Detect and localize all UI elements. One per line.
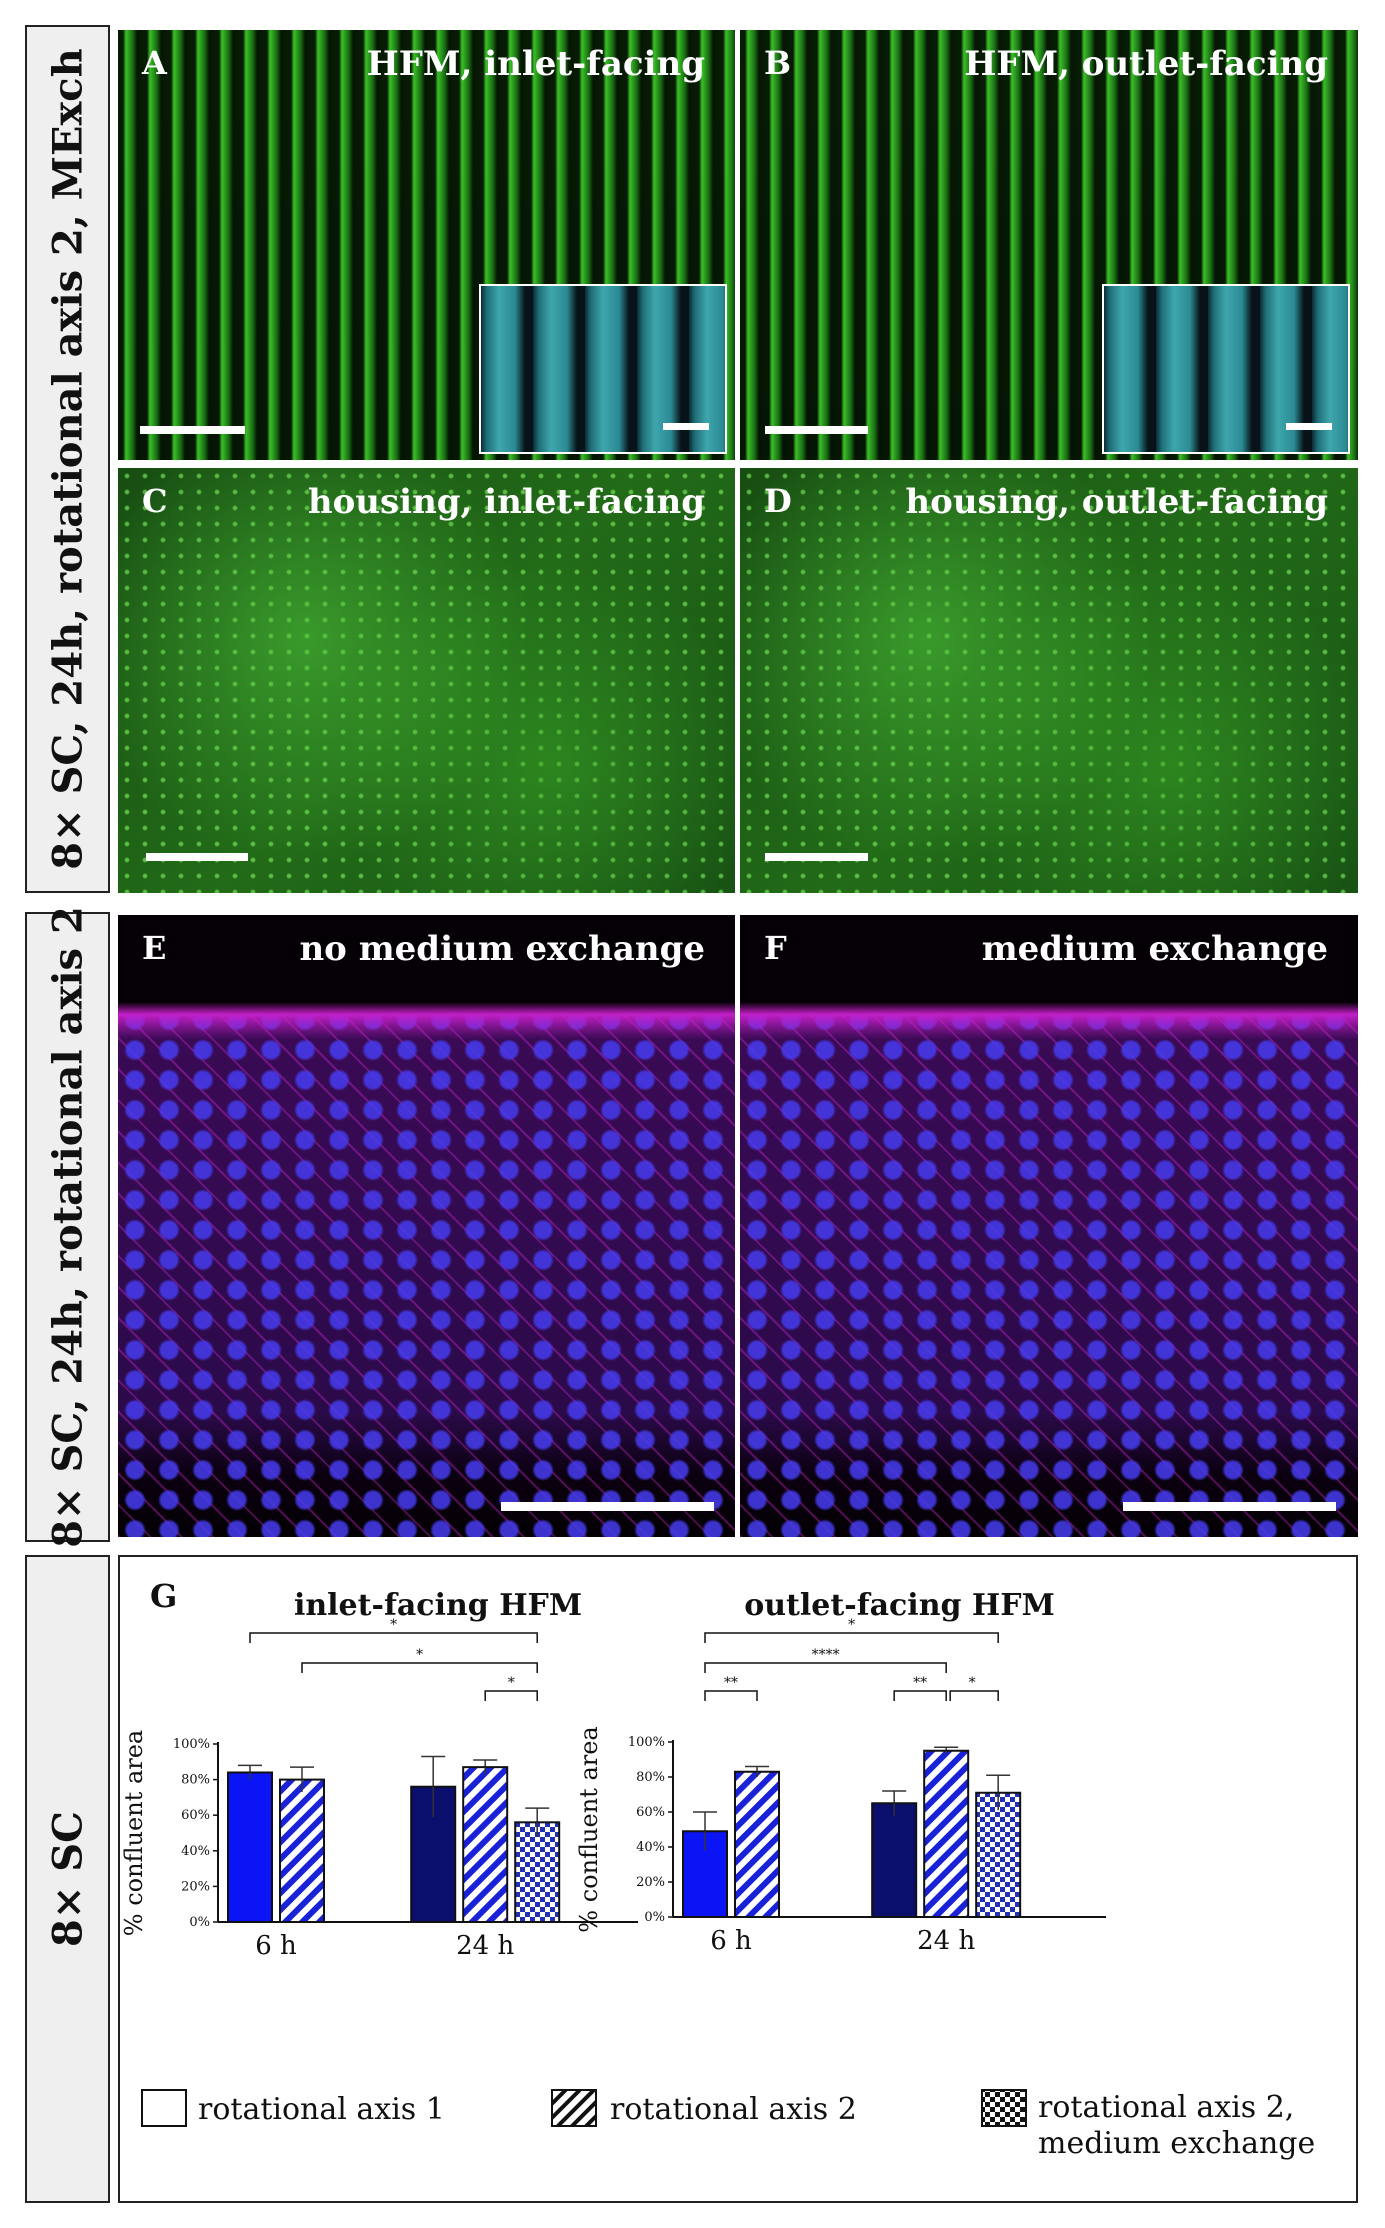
chart-0-sig-label-0: *	[390, 1617, 397, 1633]
panel-b-scale-bar	[765, 426, 868, 434]
legend-swatch-solid	[141, 2089, 187, 2127]
chart-1-sig-label-2: **	[724, 1675, 738, 1691]
chart-0-ytick-label-3: 60%	[181, 1808, 210, 1823]
chart-1-sig-label-1: ****	[812, 1647, 840, 1663]
panel-e-title: no medium exchange	[299, 929, 705, 969]
panel-d-image: D housing, outlet-facing	[740, 468, 1358, 893]
chart-1-ytick-label-1: 20%	[636, 1875, 665, 1890]
chart-1-bar-1-1	[923, 1749, 970, 1918]
chart-0-sig-label-1: *	[416, 1647, 423, 1663]
panel-e-image: E no medium exchange	[118, 915, 735, 1537]
row-label-1-text: 8× SC, 24h, rotational axis 2, MExch	[44, 48, 91, 870]
chart-0-ytick-label-4: 80%	[181, 1773, 210, 1788]
chart-0-xtick-1: 24 h	[456, 1931, 514, 1961]
panel-e-letter: E	[142, 929, 167, 967]
panel-a-inset-scale-bar	[663, 423, 709, 430]
chart-1-sig-bracket-0	[704, 1632, 999, 1643]
panel-a-letter: A	[142, 44, 167, 82]
panel-g-chart: G rotational axis 1 rotational axis 2 ro…	[120, 1577, 1315, 2161]
panel-b-inset	[1102, 284, 1350, 454]
panel-d-title: housing, outlet-facing	[905, 482, 1328, 522]
chart-1-ytick-label-5: 100%	[628, 1735, 665, 1750]
panel-d-letter: D	[764, 482, 792, 520]
chart-1-ytick-label-4: 80%	[636, 1770, 665, 1785]
panel-b-title: HFM, outlet-facing	[964, 44, 1328, 84]
chart-1-bar-1-2	[975, 1791, 1022, 1918]
legend-swatch-hatch	[551, 2089, 597, 2127]
panel-c-letter: C	[142, 482, 168, 520]
chart-1-sig-bracket-2	[704, 1690, 758, 1701]
chart-1-sig-bracket-4	[949, 1690, 999, 1701]
chart-1-ytick-label-0: 0%	[644, 1910, 665, 1925]
legend-label-3b: medium exchange	[1038, 2126, 1315, 2161]
chart-1-sig-bracket-3	[893, 1690, 947, 1701]
chart-1-sig-label-3: **	[913, 1675, 927, 1691]
chart-0-ytick-label-0: 0%	[189, 1915, 210, 1930]
chart-1-bar-0-0	[682, 1830, 728, 1918]
chart-1-title: outlet-facing HFM	[744, 1588, 1055, 1623]
panel-b-image: B HFM, outlet-facing	[740, 30, 1358, 460]
legend-label-1: rotational axis 1	[198, 2092, 445, 2127]
chart-0-sig-bracket-2	[484, 1690, 538, 1701]
chart-0-ytick-label-5: 100%	[173, 1737, 210, 1752]
legend-label-3a: rotational axis 2,	[1038, 2090, 1294, 2125]
panel-f-scale-bar	[1123, 1502, 1336, 1511]
chart-1-bar-1-0	[871, 1802, 918, 1918]
chart-1-ylabel: % confluent area	[575, 1726, 603, 1932]
panel-e-scale-bar	[501, 1502, 714, 1511]
chart-0-ytick-label-1: 20%	[181, 1879, 210, 1894]
chart-0-sig-bracket-1	[301, 1662, 538, 1673]
legend-swatch-checker	[981, 2089, 1027, 2127]
panel-a-title: HFM, inlet-facing	[366, 44, 705, 84]
chart-0-bar-0-1	[279, 1778, 325, 1923]
chart-1-sig-label-4: *	[969, 1675, 976, 1691]
panel-b-inset-scale-bar	[1286, 423, 1332, 430]
row-label-3: 8× SC	[25, 1555, 110, 2203]
row-label-2-text: 8× SC, 24h, rotational axis 2	[44, 906, 91, 1548]
chart-0-ylabel: % confluent area	[120, 1730, 148, 1936]
chart-0-bar-1-2	[514, 1821, 561, 1924]
chart-0-ytick-label-2: 40%	[181, 1844, 210, 1859]
chart-1-ytick-label-2: 40%	[636, 1840, 665, 1855]
panel-b-letter: B	[764, 44, 792, 82]
chart-0-bar-1-1	[462, 1766, 509, 1923]
panel-a-inset	[479, 284, 727, 454]
row-label-2: 8× SC, 24h, rotational axis 2	[25, 906, 110, 1548]
panel-d-scale-bar	[765, 853, 868, 861]
row-label-3-text: 8× SC	[44, 1811, 91, 1947]
panel-a-image: A HFM, inlet-facing	[118, 30, 735, 460]
panel-f-letter: F	[764, 929, 787, 967]
chart-0-bar-0-0	[227, 1771, 273, 1923]
chart-0-bar-1-0	[410, 1785, 457, 1923]
panel-g-box: G rotational axis 1 rotational axis 2 ro…	[118, 1555, 1358, 2203]
legend-label-2: rotational axis 2	[610, 2092, 857, 2127]
chart-1-sig-bracket-1	[704, 1662, 947, 1673]
panel-f-title: medium exchange	[981, 929, 1328, 969]
chart-0-xtick-0: 6 h	[255, 1931, 297, 1961]
chart-1-xtick-0: 6 h	[710, 1926, 752, 1956]
panel-c-title: housing, inlet-facing	[307, 482, 705, 522]
panel-g-letter: G	[150, 1577, 177, 1615]
chart-1-ytick-label-3: 60%	[636, 1805, 665, 1820]
chart-1-bar-0-1	[734, 1770, 780, 1918]
chart-1-sig-label-0: *	[848, 1617, 855, 1633]
chart-0-sig-label-2: *	[508, 1675, 515, 1691]
panel-c-scale-bar	[146, 853, 248, 861]
chart-1-xtick-1: 24 h	[917, 1926, 975, 1956]
row-label-1: 8× SC, 24h, rotational axis 2, MExch	[25, 25, 110, 893]
chart-0-sig-bracket-0	[249, 1632, 538, 1643]
chart-0-title: inlet-facing HFM	[294, 1588, 582, 1623]
panel-a-scale-bar	[140, 426, 245, 434]
panel-f-image: F medium exchange	[740, 915, 1358, 1537]
panel-c-image: C housing, inlet-facing	[118, 468, 735, 893]
